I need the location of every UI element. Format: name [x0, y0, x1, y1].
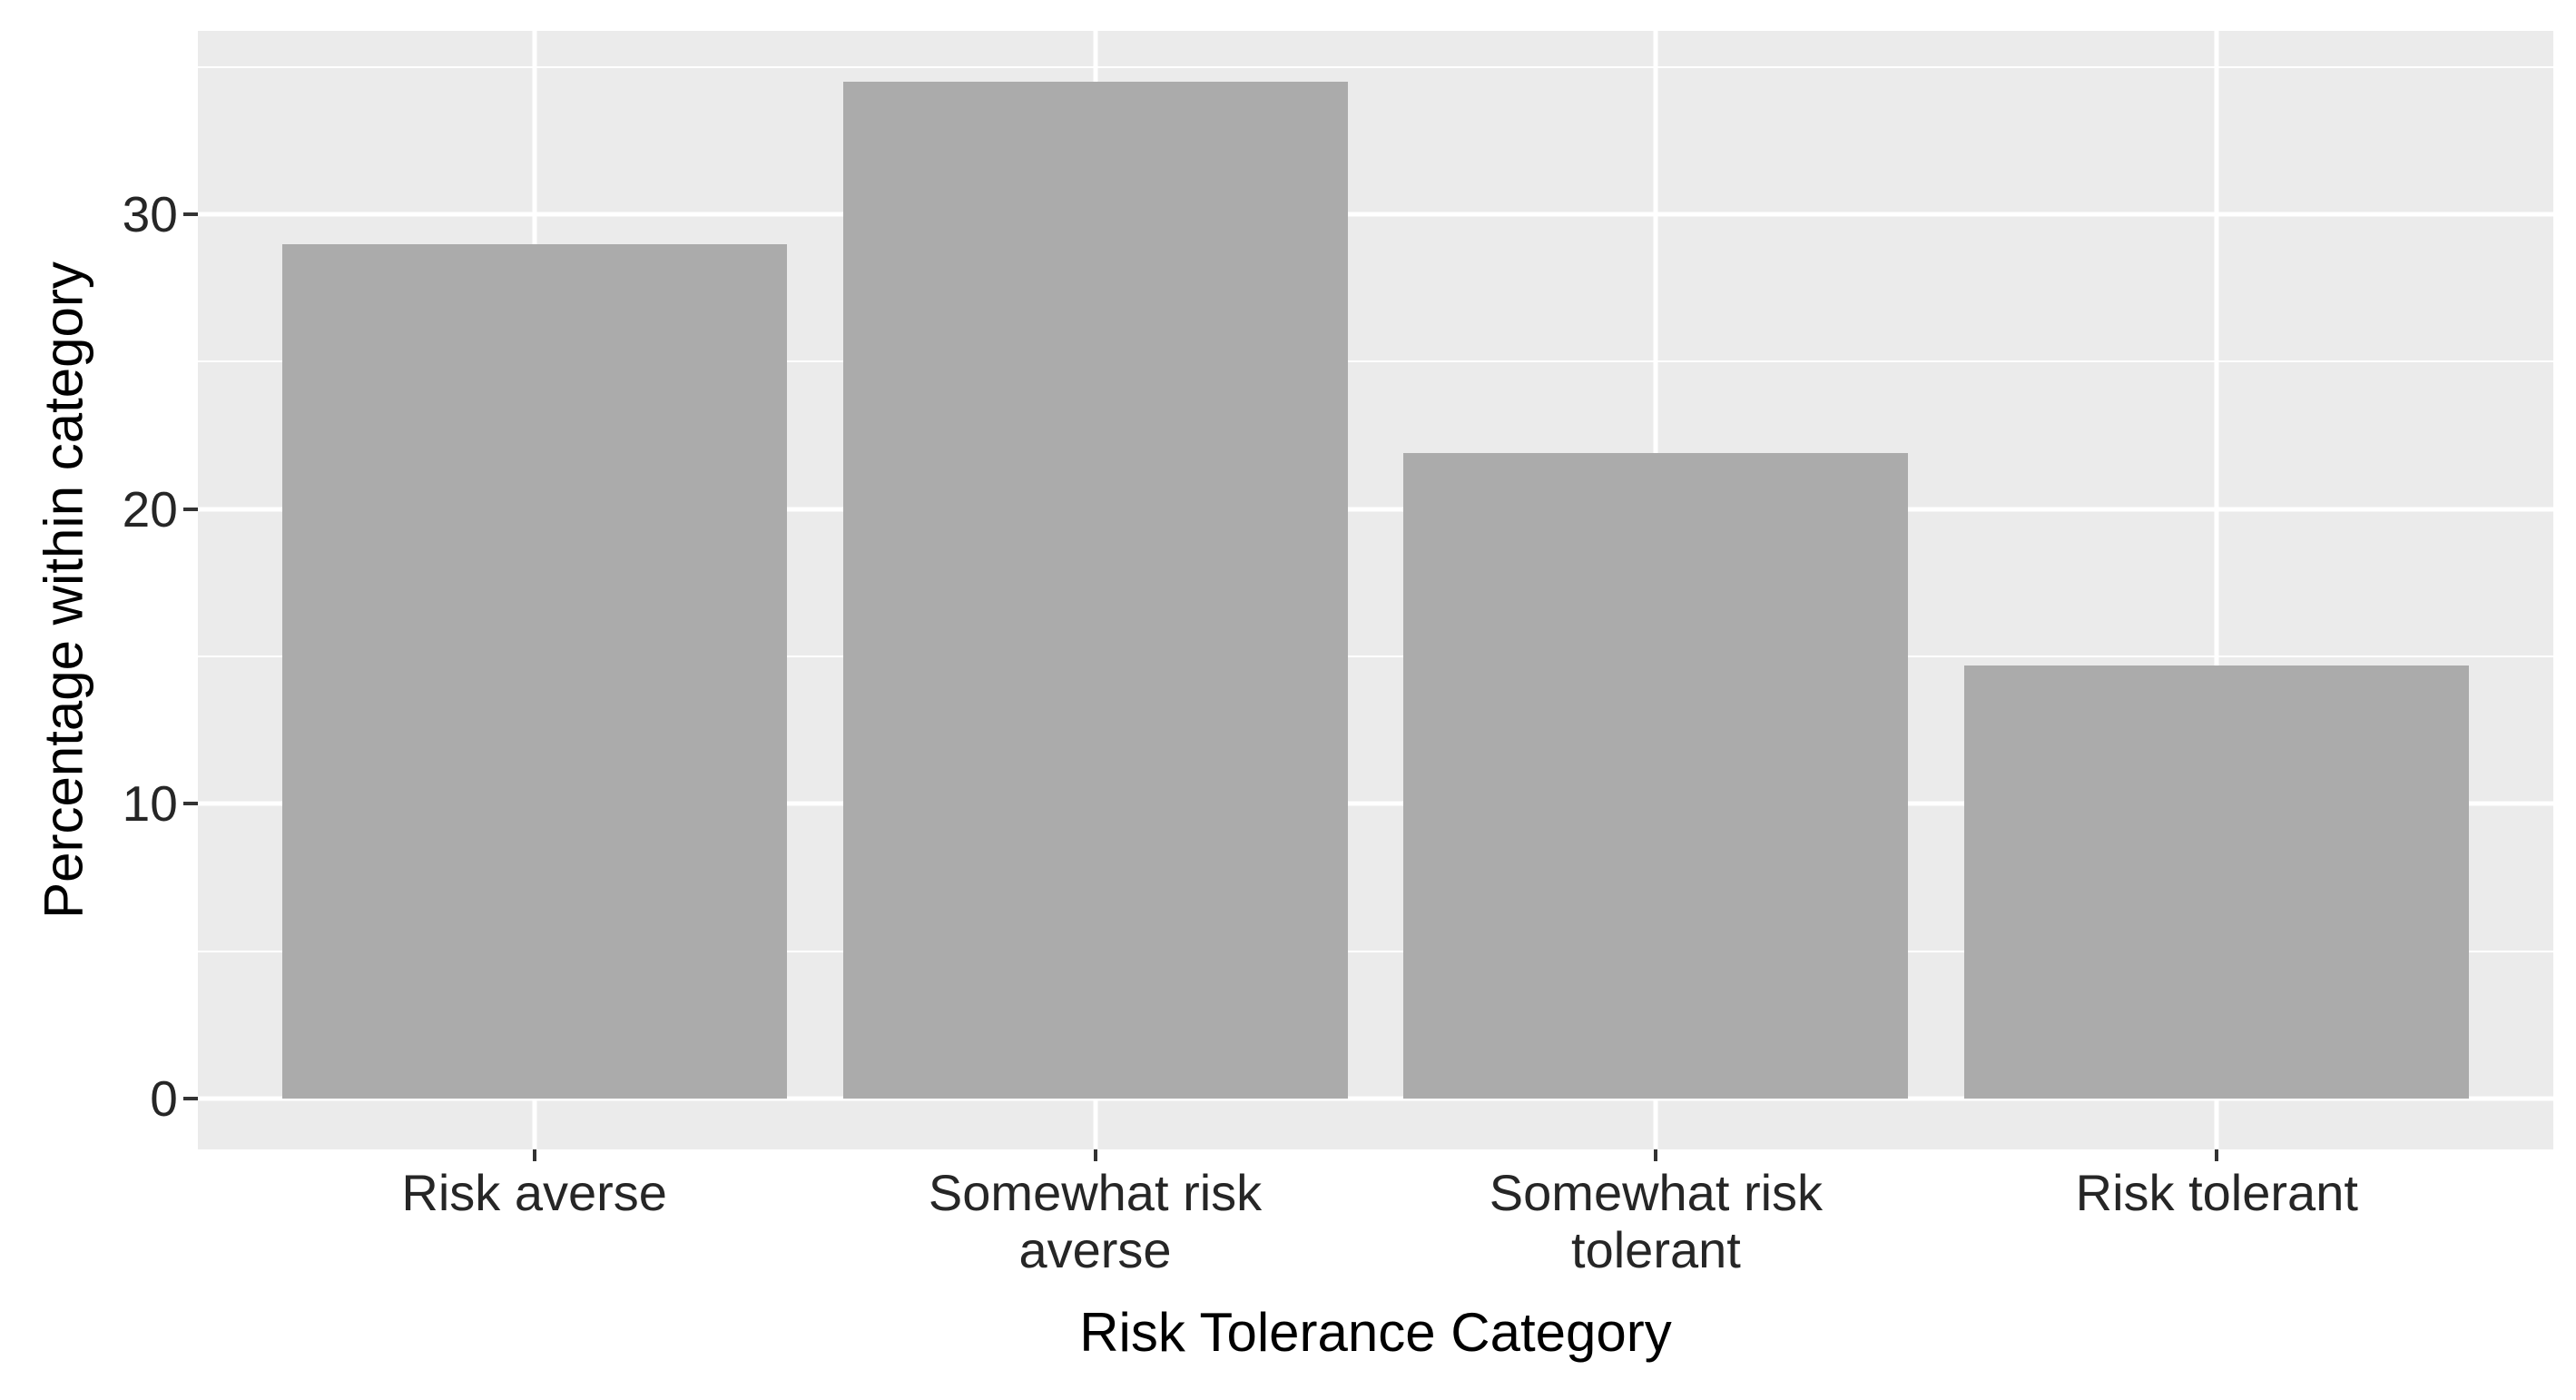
x-tick-mark	[1093, 1149, 1097, 1161]
x-tick-label: Somewhat risk averse	[928, 1163, 1263, 1278]
plot-panel	[197, 31, 2553, 1149]
bar-risk-tolerant	[1964, 665, 2470, 1099]
y-tick-label: 30	[122, 186, 178, 243]
y-tick-label: 0	[150, 1070, 178, 1127]
x-tick-label: Risk averse	[401, 1163, 667, 1221]
x-tick-mark	[532, 1149, 536, 1161]
bar-risk-averse	[281, 243, 787, 1099]
x-tick-mark	[2215, 1149, 2219, 1161]
y-tick-mark	[183, 1096, 199, 1100]
gridline-horizontal-major	[197, 1096, 2553, 1101]
x-tick-label: Somewhat risk tolerant	[1489, 1163, 1824, 1278]
gridline-horizontal-minor	[197, 65, 2553, 68]
gridline-vertical-major	[2214, 31, 2219, 1149]
y-tick-label: 10	[122, 775, 178, 833]
bar-somewhat-risk-tolerant	[1403, 453, 1909, 1099]
y-tick-mark	[183, 507, 199, 511]
gridline-horizontal-major	[197, 507, 2553, 512]
gridline-horizontal-minor	[197, 360, 2553, 363]
gridline-horizontal-minor	[197, 950, 2553, 952]
x-tick-mark	[1654, 1149, 1658, 1161]
y-tick-label: 20	[122, 480, 178, 537]
y-tick-mark	[183, 802, 199, 806]
x-axis-title: Risk Tolerance Category	[1079, 1301, 1672, 1363]
gridline-horizontal-major	[197, 212, 2553, 217]
gridline-horizontal-major	[197, 801, 2553, 806]
y-axis-title: Percentage within category	[33, 261, 94, 919]
y-tick-mark	[183, 212, 199, 217]
x-tick-label: Risk tolerant	[2075, 1163, 2358, 1221]
gridline-horizontal-minor	[197, 656, 2553, 658]
bar-somewhat-risk-averse	[842, 81, 1348, 1099]
